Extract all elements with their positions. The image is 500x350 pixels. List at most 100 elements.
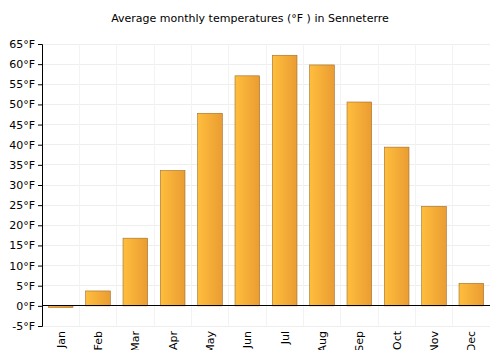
x-axis: Jan Feb Mar Apr May Jun Jul Aug Sep Oct Nov Dec [55,326,479,350]
bar [86,291,111,306]
tick: Sep [353,326,366,350]
tick-label: 0°F [16,300,35,313]
bar [459,283,484,306]
tick: -5°F [12,320,42,333]
grid-line [79,44,80,326]
grid-line [340,44,341,326]
chart: -5°F 0°F 5°F 10°F 15°F 20°F 25°F 30°F 35°F 40°F 45… [0,0,500,350]
tick-label: Mar [129,331,142,350]
tick-mark [38,125,42,126]
tick: 40°F [9,139,42,152]
grid-line [303,44,304,326]
grid-line [42,305,490,306]
title: Average monthly temperatures (°F ) in Se… [111,12,389,25]
tick-mark [38,185,42,186]
bar [310,65,335,306]
tick: Nov [428,326,441,350]
bar [347,102,372,306]
tick-label: Oct [391,330,404,350]
tick-mark [38,64,42,65]
grid-line [228,44,229,326]
tick-mark [38,145,42,146]
tick-label: 15°F [9,239,35,252]
tick: 50°F [9,98,42,111]
tick: Dec [465,326,478,350]
tick-label: 30°F [9,179,35,192]
tick-mark [38,225,42,226]
tick: 0°F [16,300,42,313]
tick-label: Feb [92,331,105,350]
bar [123,238,148,306]
tick: 20°F [9,219,42,232]
tick-label: 65°F [9,38,35,51]
bar [160,170,185,305]
grid-line [191,44,192,326]
tick-mark [38,84,42,85]
tick-label: 25°F [9,199,35,212]
tick: 15°F [9,239,42,252]
tick: Jul [279,326,292,345]
baseline [42,305,490,306]
tick: Apr [167,326,180,350]
tick-label: Jul [279,331,292,345]
grid-line [154,44,155,326]
plot: -5°F 0°F 5°F 10°F 15°F 20°F 25°F 30°F 35°F 40°F 45… [9,38,490,350]
tick: 10°F [9,260,42,273]
bar [272,55,297,306]
tick-label: Apr [167,331,180,350]
grid-line [415,44,416,326]
tick-label: May [204,331,217,350]
tick-label: Jan [55,331,68,349]
grid-line [452,44,453,326]
tick-label: 20°F [9,219,35,232]
tick-label: Nov [428,331,441,350]
tick-mark [38,165,42,166]
tick-mark [38,245,42,246]
tick-label: 50°F [9,98,35,111]
bar [384,147,409,306]
grid-line [116,44,117,326]
tick: 55°F [9,78,42,91]
tick-mark [38,286,42,287]
grid-line [378,44,379,326]
tick-label: 10°F [9,260,35,273]
tick: 65°F [9,38,42,51]
tick-mark [38,306,42,307]
tick: Jan [55,326,68,349]
y-axis: -5°F 0°F 5°F 10°F 15°F 20°F 25°F 30°F 35°F 40°F 45… [9,38,42,333]
tick: Mar [129,326,142,350]
tick: 60°F [9,58,42,71]
tick-label: Dec [465,331,478,350]
tick-label: 60°F [9,58,35,71]
tick: 35°F [9,159,42,172]
tick: Aug [316,326,329,350]
axis-line [38,45,43,327]
tick-mark [38,266,42,267]
tick-label: Jun [241,331,254,349]
bars [48,55,483,307]
tick: 5°F [16,280,42,293]
tick-label: -5°F [12,320,35,333]
grid [42,44,490,326]
grid-line [266,44,267,326]
tick-label: 55°F [9,78,35,91]
tick-label: Sep [353,331,366,350]
tick-label: Aug [316,331,329,350]
tick-label: 5°F [16,280,35,293]
bar [198,113,223,306]
tick: May [204,326,217,350]
tick-label: 45°F [9,119,35,132]
tick: Feb [92,326,105,350]
tick-mark [38,44,42,45]
tick: Oct [391,326,404,350]
tick: 45°F [9,119,42,132]
bar [235,76,260,306]
tick: 25°F [9,199,42,212]
tick-mark [38,104,42,105]
bar [422,206,447,306]
tick-mark [38,205,42,206]
tick-mark [38,326,42,327]
tick-label: 35°F [9,159,35,172]
tick-label: 40°F [9,139,35,152]
tick: 30°F [9,179,42,192]
